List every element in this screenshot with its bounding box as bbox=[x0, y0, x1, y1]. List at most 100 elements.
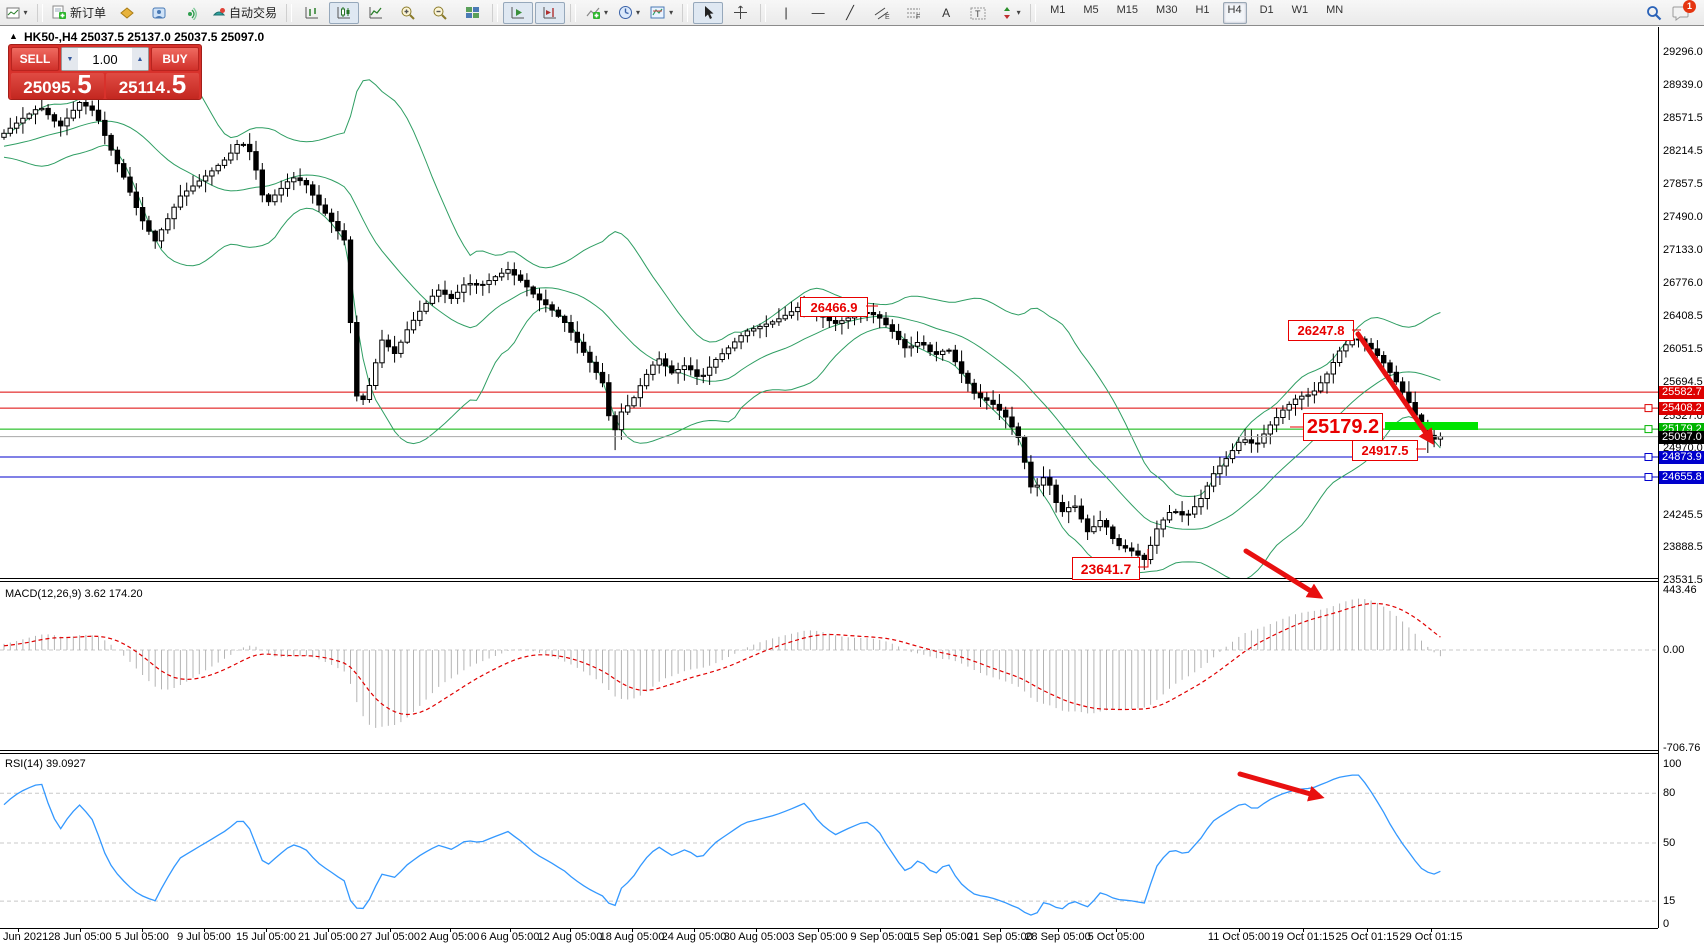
buy-button[interactable]: BUY bbox=[151, 47, 199, 71]
rsi-plot[interactable] bbox=[0, 754, 1658, 928]
bollinger-band[interactable] bbox=[3, 120, 1441, 530]
vertical-line-icon: | bbox=[784, 5, 788, 20]
timeframe-button-h4[interactable]: H4 bbox=[1222, 1, 1247, 24]
text-button[interactable]: A bbox=[931, 2, 961, 24]
zoom-in-button[interactable] bbox=[393, 2, 423, 24]
price-annotation[interactable]: 26247.8 bbox=[1288, 320, 1354, 341]
rsi-panel[interactable] bbox=[0, 754, 1658, 928]
toolbar-separator bbox=[682, 3, 689, 22]
timeframe-button-m15[interactable]: M15 bbox=[1116, 3, 1139, 16]
horizontal-line-button[interactable]: — bbox=[803, 2, 833, 24]
date-label: 30 Aug 05:00 bbox=[723, 931, 789, 943]
oneclick-collapse-arrow[interactable]: ▲ bbox=[9, 31, 18, 41]
notifications-button[interactable]: 1 bbox=[1672, 0, 1696, 21]
bollinger-band[interactable] bbox=[3, 144, 1441, 578]
chevron-down-icon: ▾ bbox=[604, 7, 609, 17]
signals-button[interactable] bbox=[176, 2, 206, 24]
autotrading-label: 自动交易 bbox=[229, 6, 278, 20]
equidistant-channel-button[interactable]: E bbox=[867, 2, 897, 24]
time-axis-tick bbox=[1367, 928, 1368, 932]
time-axis-tick bbox=[632, 928, 633, 932]
date-label: 28 Jun 05:00 bbox=[48, 931, 112, 943]
date-label: 22 Jun 2021 bbox=[0, 931, 49, 943]
text-label-button[interactable]: T bbox=[963, 2, 993, 24]
timeframe-button-m1[interactable]: M1 bbox=[1050, 3, 1066, 16]
date-label: 28 Sep 05:00 bbox=[1025, 931, 1091, 943]
vertical-line-button[interactable]: | bbox=[771, 2, 801, 24]
equidistant-channel-icon: E bbox=[874, 7, 890, 20]
date-label: 6 Aug 05:00 bbox=[480, 931, 540, 943]
templates-button[interactable]: ▾ bbox=[646, 2, 677, 24]
time-axis-tick bbox=[1239, 928, 1240, 932]
line-chart-button[interactable] bbox=[361, 2, 391, 24]
bollinger-band[interactable] bbox=[3, 56, 1441, 498]
chevron-down-icon: ▾ bbox=[1016, 7, 1021, 17]
crosshair-button[interactable] bbox=[725, 2, 755, 24]
cursor-button[interactable] bbox=[693, 1, 724, 24]
volume-input[interactable] bbox=[78, 48, 132, 70]
timeframe-button-h1[interactable]: H1 bbox=[1195, 3, 1210, 16]
sell-button[interactable]: SELL bbox=[11, 47, 59, 71]
panel-separator[interactable] bbox=[0, 750, 1658, 751]
timeframe-button-m30[interactable]: M30 bbox=[1156, 3, 1178, 16]
axis-tick-label: 27133.0 bbox=[1663, 244, 1703, 257]
trendline-button[interactable]: ╱ bbox=[835, 2, 865, 24]
crosshair-icon bbox=[733, 5, 747, 19]
chart-title: HK50-,H4 25037.5 25137.0 25037.5 25097.0 bbox=[24, 30, 265, 44]
auto-scroll-button[interactable] bbox=[503, 1, 534, 24]
price-annotation[interactable]: 25179.2 bbox=[1303, 413, 1383, 441]
fibonacci-button[interactable]: F bbox=[899, 2, 929, 24]
level-marker[interactable] bbox=[1644, 453, 1653, 461]
price-annotation[interactable]: 24917.5 bbox=[1352, 440, 1418, 461]
volume-decrease-button[interactable]: ▼ bbox=[62, 48, 78, 70]
market-watch-button[interactable] bbox=[144, 2, 174, 24]
templates-icon bbox=[650, 6, 665, 19]
price-axis[interactable]: 29296.0 28939.0 28571.5 28214.5 27857.5 27490… bbox=[1658, 27, 1704, 930]
new-chart-button[interactable]: ▾ bbox=[2, 2, 32, 24]
timeframe-button-mn[interactable]: MN bbox=[1326, 3, 1344, 16]
price-level-label: 24873.9 bbox=[1659, 451, 1704, 465]
time-axis-tick bbox=[266, 928, 267, 932]
candles[interactable] bbox=[1, 94, 1444, 570]
periods-button[interactable]: ▾ bbox=[614, 2, 644, 24]
date-label: 29 Oct 01:15 bbox=[1399, 931, 1463, 943]
buy-price[interactable]: 25114. 5 bbox=[106, 71, 199, 99]
bar-chart-icon bbox=[305, 7, 319, 19]
one-click-trading-panel: SELL ▼ ▲ BUY 25095.5 25114.5 bbox=[8, 44, 202, 100]
time-axis-tick bbox=[328, 928, 329, 932]
level-marker[interactable] bbox=[1644, 425, 1653, 434]
zoom-out-button[interactable] bbox=[425, 2, 455, 24]
axis-tick-label: 15 bbox=[1663, 895, 1676, 907]
chart-shift-icon bbox=[543, 7, 557, 19]
arrows-button[interactable]: ▾ bbox=[995, 2, 1025, 24]
toolbar-separator bbox=[286, 3, 293, 22]
candlestick-chart-button[interactable] bbox=[329, 1, 360, 24]
axis-tick-label: 0.00 bbox=[1663, 644, 1685, 656]
timeframe-button-w1[interactable]: W1 bbox=[1291, 3, 1309, 16]
search-icon[interactable] bbox=[1646, 5, 1662, 21]
axis-tick-label: 28571.5 bbox=[1663, 112, 1703, 125]
level-marker[interactable] bbox=[1644, 404, 1653, 413]
zoom-in-icon bbox=[401, 6, 415, 20]
price-annotation[interactable]: 26466.9 bbox=[800, 297, 868, 317]
panel-separator[interactable] bbox=[0, 578, 1658, 579]
price-annotation[interactable]: 23641.7 bbox=[1072, 557, 1140, 580]
tile-windows-button[interactable] bbox=[457, 2, 487, 24]
date-label: 3 Sep 05:00 bbox=[788, 931, 848, 943]
indicators-button[interactable]: ▾ bbox=[581, 2, 612, 24]
profiles-button[interactable] bbox=[112, 2, 142, 24]
timeframe-button-d1[interactable]: D1 bbox=[1259, 3, 1274, 16]
sell-price[interactable]: 25095. 5 bbox=[11, 71, 104, 99]
volume-increase-button[interactable]: ▲ bbox=[132, 48, 148, 70]
macd-plot[interactable] bbox=[0, 582, 1658, 750]
new-order-button[interactable]: 新订单 bbox=[48, 2, 110, 24]
timeframe-button-m5[interactable]: M5 bbox=[1083, 3, 1099, 16]
level-marker[interactable] bbox=[1644, 473, 1653, 481]
autotrading-button[interactable]: 自动交易 bbox=[208, 2, 281, 24]
macd-signal-line bbox=[3, 602, 1441, 716]
signals-icon bbox=[188, 7, 197, 20]
bar-chart-button[interactable] bbox=[297, 2, 327, 24]
chart-shift-button[interactable] bbox=[535, 1, 566, 24]
macd-panel[interactable] bbox=[0, 582, 1658, 750]
